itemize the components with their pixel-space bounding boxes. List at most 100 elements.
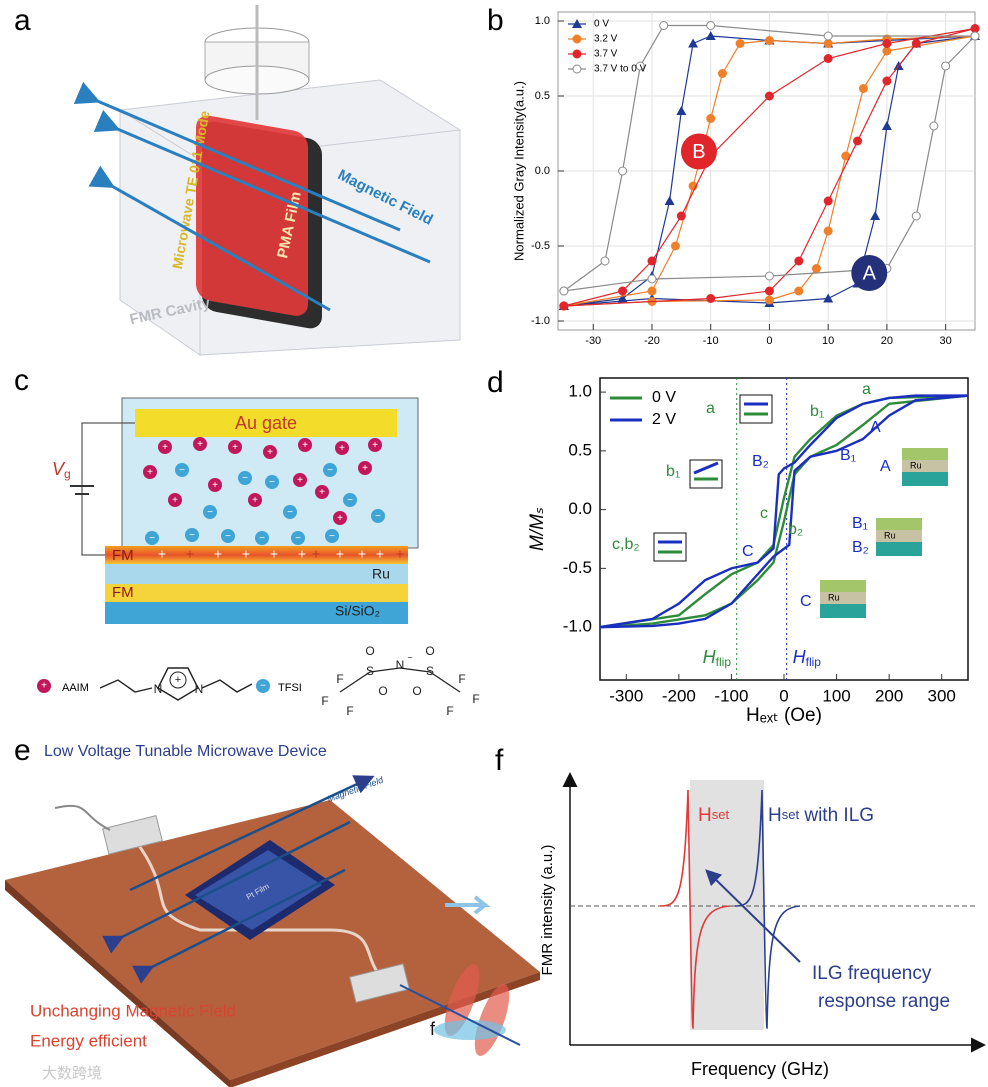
ion-sign: − <box>329 531 335 542</box>
ion <box>343 493 357 507</box>
surface-charge: + <box>186 546 194 562</box>
connector <box>349 963 410 1003</box>
marker <box>559 286 569 296</box>
ion-sign: − <box>259 533 265 544</box>
moment-arrow <box>693 461 719 475</box>
x-axis-label: Hₑₓₜ (Oe) <box>746 705 822 726</box>
ion-sign: − <box>375 511 381 522</box>
ion-sign: − <box>347 495 353 506</box>
series-line <box>599 394 969 629</box>
ion <box>248 493 262 507</box>
ion-sign: − <box>149 533 155 544</box>
field-arrow <box>129 775 375 892</box>
annotation-label: B₁ <box>852 515 868 532</box>
ion-sign: + <box>339 443 345 454</box>
ion-sign: + <box>302 440 308 451</box>
charge: − <box>260 681 266 692</box>
flip-label: Hflip <box>703 647 732 669</box>
legend-marker <box>572 49 582 59</box>
atom: O <box>378 684 387 698</box>
field-arrow <box>88 165 331 312</box>
atom: F <box>346 704 353 718</box>
ion <box>265 475 279 489</box>
ion-sign: + <box>319 487 325 498</box>
cation-name: AAIM <box>62 682 89 694</box>
state-box <box>739 394 773 424</box>
connector <box>102 815 163 855</box>
panel-label: e <box>14 734 31 767</box>
marker <box>841 151 851 161</box>
marker <box>764 295 774 305</box>
x-tick-label: 200 <box>875 686 903 705</box>
panel-label: c <box>14 364 29 397</box>
marker <box>882 39 892 48</box>
range-label: response range <box>818 991 950 1012</box>
y-tick-label: -1.0 <box>563 617 592 636</box>
atom: N <box>154 682 163 696</box>
ion <box>203 505 217 519</box>
charge: + <box>41 681 47 692</box>
field-label: Magnetic Field <box>326 774 385 804</box>
marker <box>811 264 821 273</box>
marker <box>858 84 868 93</box>
ion-sign: + <box>362 463 368 474</box>
ion <box>323 463 337 477</box>
y-tick-label: -0.5 <box>563 558 592 577</box>
surface-charge: + <box>298 546 306 562</box>
ring-charge <box>169 671 187 689</box>
marker <box>823 293 834 303</box>
ion <box>291 531 305 545</box>
marker <box>664 196 675 205</box>
ion <box>145 531 159 545</box>
annotation-badge <box>851 255 888 291</box>
ion <box>283 505 297 519</box>
ion <box>221 529 235 543</box>
layer-inset <box>902 472 948 486</box>
y-tick-label: 1.0 <box>568 382 592 401</box>
fm-layer <box>105 584 408 602</box>
x-tick-label: -10 <box>703 335 719 347</box>
layer-label: FM <box>112 584 134 601</box>
state-box <box>653 532 687 562</box>
surface-charge: + <box>214 546 222 562</box>
atom: O <box>425 644 434 658</box>
panel-f: f Hset Hset with ILG FMR intensity (a.u.… <box>495 744 986 1079</box>
legend-label: 0 V <box>594 19 609 30</box>
surface-charge: + <box>312 546 320 562</box>
y-tick-label: 0.5 <box>568 440 592 459</box>
annotation-label: C <box>800 593 812 610</box>
layer-inset <box>876 530 922 542</box>
hset-label: Hset <box>698 805 729 826</box>
field-arrow <box>93 109 431 264</box>
legend-label: 3.7 V to 0 V <box>594 64 647 75</box>
atom: O <box>365 644 374 658</box>
series-line <box>563 35 976 307</box>
marker <box>659 21 669 30</box>
substrate-layer <box>105 602 408 624</box>
x-tick-label: 0 <box>766 335 772 347</box>
ion-sign: − <box>207 507 213 518</box>
panel-label: d <box>487 366 504 399</box>
f-label: f <box>430 1019 436 1039</box>
x-tick-label: 30 <box>940 335 952 347</box>
flip-main: H <box>703 647 717 667</box>
surface-charge: + <box>270 546 278 562</box>
layer-inset <box>876 542 922 556</box>
surface-charge: + <box>336 546 344 562</box>
marker <box>705 31 716 40</box>
wave <box>434 1020 506 1040</box>
atom: F <box>336 672 343 686</box>
atom: O <box>412 684 421 698</box>
marker <box>617 293 628 303</box>
ion <box>293 473 307 487</box>
annotation-label: B₂ <box>852 539 869 556</box>
ion-sign: + <box>252 495 258 506</box>
marker <box>823 54 833 63</box>
field-arrow <box>73 81 401 232</box>
surface-charge: + <box>376 546 384 562</box>
atom: F <box>458 672 465 686</box>
gate-label: Au gate <box>235 413 297 433</box>
marker <box>559 301 569 311</box>
marker <box>764 286 774 296</box>
